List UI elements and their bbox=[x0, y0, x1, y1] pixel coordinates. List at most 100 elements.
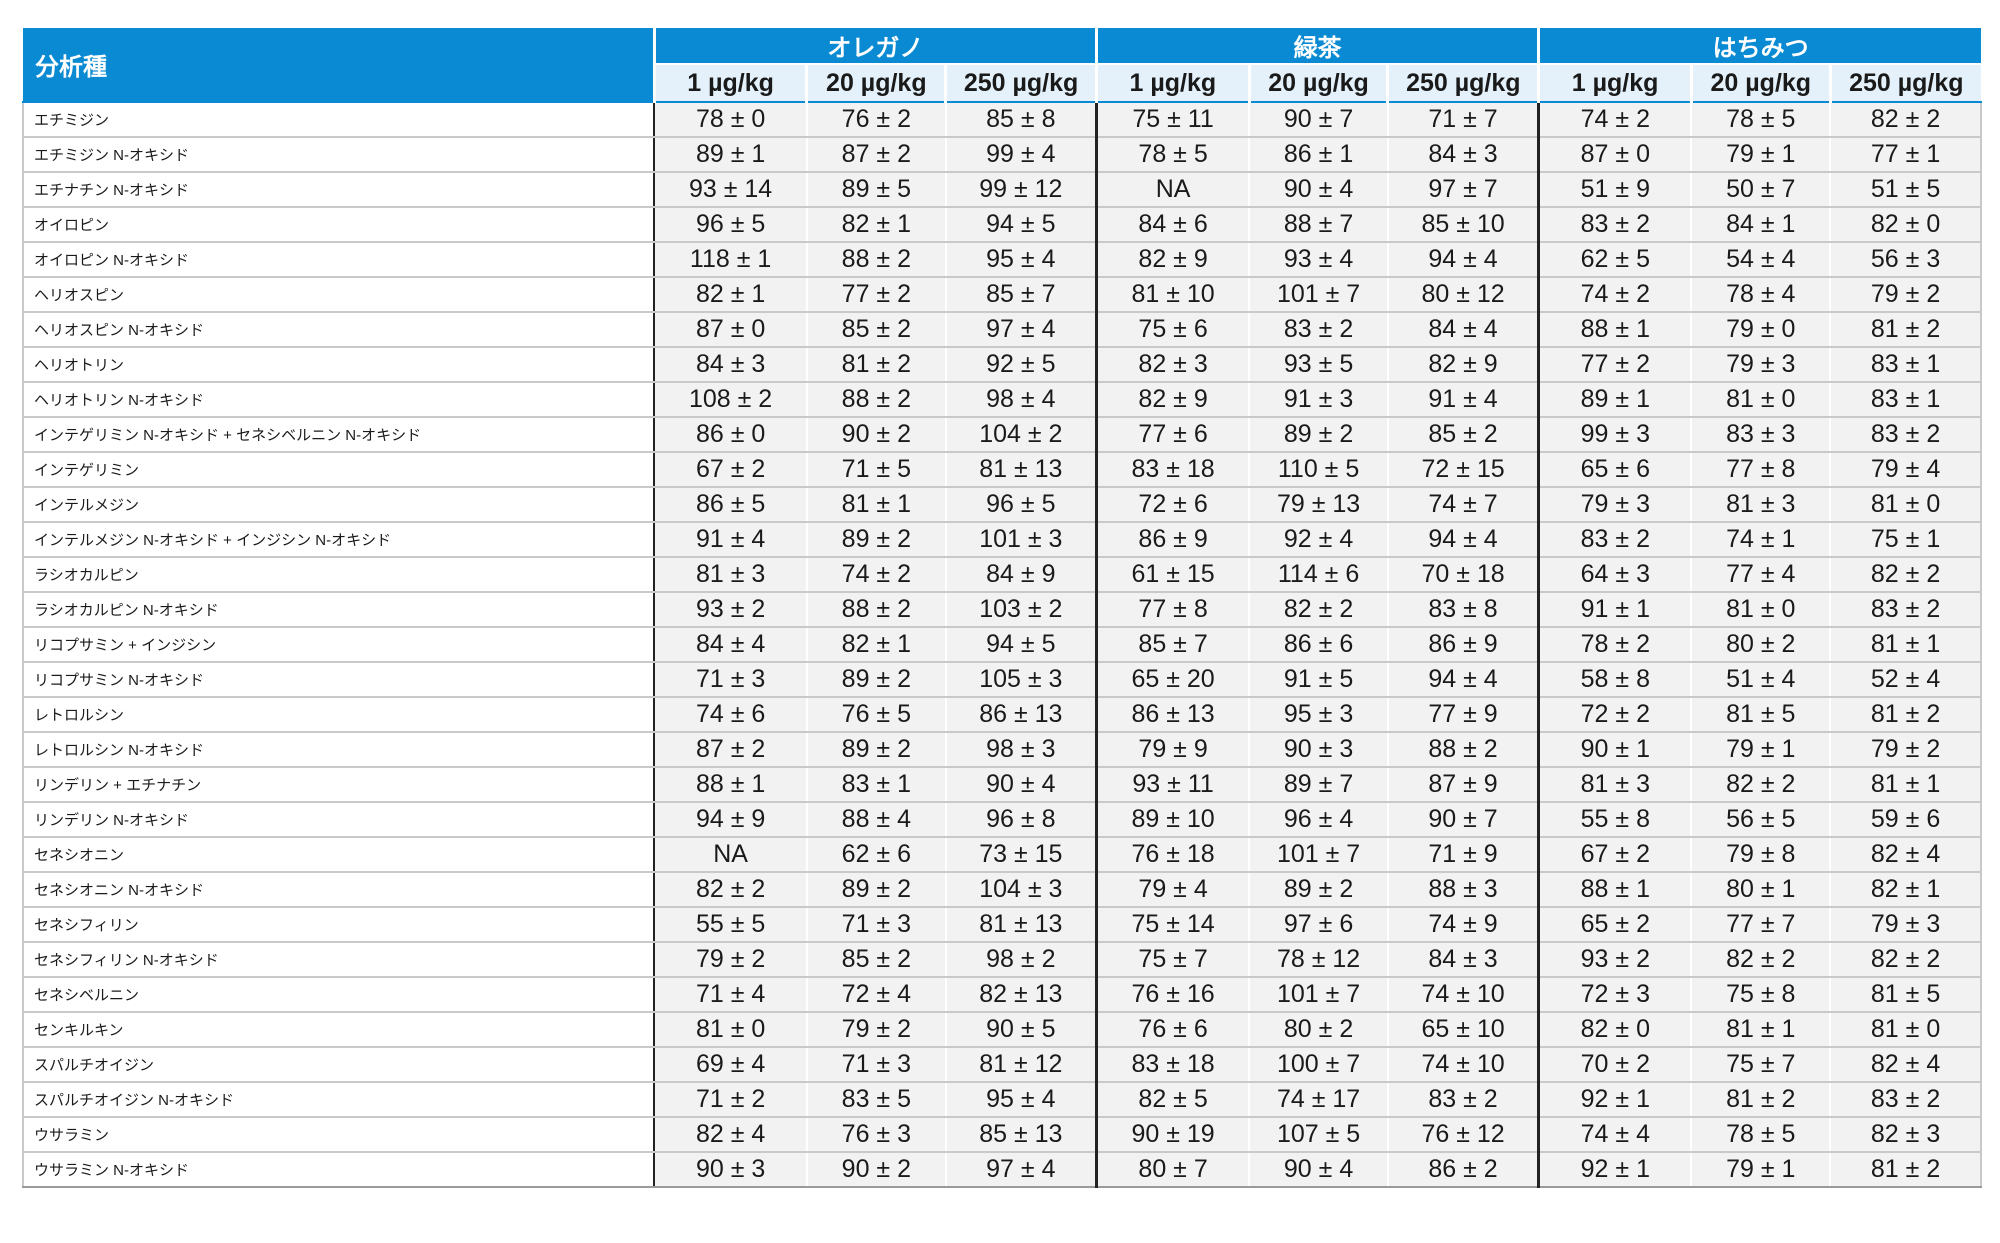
analyte-name: インテゲリミン bbox=[21, 452, 656, 488]
recovery-value: 107 ± 5 bbox=[1249, 1117, 1389, 1153]
recovery-value: 118 ± 1 bbox=[654, 242, 808, 278]
recovery-value: 86 ± 6 bbox=[1249, 627, 1389, 663]
recovery-value: 108 ± 2 bbox=[654, 382, 808, 418]
recovery-value: 81 ± 5 bbox=[1691, 697, 1832, 733]
recovery-value: 67 ± 2 bbox=[1538, 837, 1693, 873]
recovery-value: 75 ± 7 bbox=[1096, 942, 1251, 978]
recovery-value: 94 ± 5 bbox=[945, 627, 1098, 663]
analyte-name: ラシオカルピン bbox=[21, 557, 656, 593]
recovery-value: 77 ± 7 bbox=[1691, 907, 1832, 943]
table-row: センキルキン 81 ± 0 79 ± 2 90 ± 5 76 ± 6 80 ± 2 65 ±… bbox=[21, 1012, 1982, 1048]
recovery-value: 92 ± 5 bbox=[945, 347, 1098, 383]
recovery-value: 89 ± 2 bbox=[806, 732, 947, 768]
recovery-value: 83 ± 2 bbox=[1830, 417, 1982, 453]
recovery-value: 97 ± 4 bbox=[945, 1152, 1098, 1188]
recovery-value: 81 ± 1 bbox=[1830, 767, 1982, 803]
recovery-value: 103 ± 2 bbox=[945, 592, 1098, 628]
recovery-value: 83 ± 5 bbox=[806, 1082, 947, 1118]
table-row: リンデリン + エチナチン 88 ± 1 83 ± 1 90 ± 4 93 ± 11 89… bbox=[21, 767, 1982, 803]
recovery-value: 104 ± 2 bbox=[945, 417, 1098, 453]
recovery-value: 98 ± 4 bbox=[945, 382, 1098, 418]
analyte-name: リコプサミン + インジシン bbox=[21, 627, 656, 663]
recovery-value: 86 ± 9 bbox=[1096, 522, 1251, 558]
recovery-value: 86 ± 13 bbox=[1096, 697, 1251, 733]
recovery-value: 90 ± 5 bbox=[945, 1012, 1098, 1048]
concentration-header: 250 µg/kg bbox=[1828, 64, 1981, 103]
recovery-value: 75 ± 14 bbox=[1096, 907, 1251, 943]
recovery-value: 81 ± 1 bbox=[1830, 627, 1982, 663]
recovery-value: 82 ± 2 bbox=[1830, 102, 1982, 138]
recovery-value: 55 ± 8 bbox=[1538, 802, 1693, 838]
recovery-value: 85 ± 2 bbox=[806, 312, 947, 348]
recovery-value: 65 ± 10 bbox=[1387, 1012, 1541, 1048]
analyte-name: ヘリオスピン bbox=[21, 277, 656, 313]
table-row: インテゲリミン 67 ± 2 71 ± 5 81 ± 13 83 ± 18 110 ± 5… bbox=[21, 452, 1982, 488]
recovery-value: 89 ± 1 bbox=[654, 137, 808, 173]
recovery-value: 83 ± 2 bbox=[1538, 522, 1693, 558]
recovery-value: 85 ± 13 bbox=[945, 1117, 1098, 1153]
recovery-value: 99 ± 12 bbox=[945, 172, 1098, 208]
table-row: エチミジン 78 ± 0 76 ± 2 85 ± 8 75 ± 11 90 ± 7 71 ±… bbox=[21, 102, 1982, 138]
analyte-name: リンデリン + エチナチン bbox=[21, 767, 656, 803]
recovery-value: 65 ± 2 bbox=[1538, 907, 1693, 943]
recovery-value: 82 ± 1 bbox=[1830, 872, 1982, 908]
table-row: ヘリオトリン N-オキシド 108 ± 2 88 ± 2 98 ± 4 82 ± 9 91… bbox=[21, 382, 1982, 418]
recovery-value: 72 ± 6 bbox=[1096, 487, 1251, 523]
recovery-value: 84 ± 3 bbox=[1387, 137, 1541, 173]
recovery-value: 67 ± 2 bbox=[654, 452, 808, 488]
recovery-value: 81 ± 2 bbox=[1830, 1152, 1982, 1188]
recovery-value: 104 ± 3 bbox=[945, 872, 1098, 908]
analyte-name: ヘリオスピン N-オキシド bbox=[21, 312, 656, 348]
analyte-name: レトロルシン bbox=[21, 697, 656, 733]
recovery-value: 93 ± 5 bbox=[1249, 347, 1389, 383]
recovery-value: 89 ± 2 bbox=[806, 662, 947, 698]
analyte-column-header: 分析種 bbox=[23, 28, 655, 103]
recovery-value: 56 ± 3 bbox=[1830, 242, 1982, 278]
recovery-value: 83 ± 8 bbox=[1387, 592, 1541, 628]
recovery-value: 71 ± 2 bbox=[654, 1082, 808, 1118]
concentration-header: 1 µg/kg bbox=[1537, 64, 1692, 103]
recovery-value: 90 ± 4 bbox=[1249, 172, 1389, 208]
recovery-value: 76 ± 2 bbox=[806, 102, 947, 138]
recovery-value: 79 ± 2 bbox=[1830, 277, 1982, 313]
recovery-value: 71 ± 5 bbox=[806, 452, 947, 488]
recovery-value: 83 ± 1 bbox=[806, 767, 947, 803]
recovery-value: 76 ± 6 bbox=[1096, 1012, 1251, 1048]
recovery-value: 50 ± 7 bbox=[1691, 172, 1832, 208]
recovery-value: 101 ± 3 bbox=[945, 522, 1098, 558]
recovery-value: 76 ± 3 bbox=[806, 1117, 947, 1153]
recovery-value: 52 ± 4 bbox=[1830, 662, 1982, 698]
recovery-value: 65 ± 20 bbox=[1096, 662, 1251, 698]
recovery-value: 97 ± 4 bbox=[945, 312, 1098, 348]
recovery-value: 51 ± 5 bbox=[1830, 172, 1982, 208]
recovery-value: 75 ± 7 bbox=[1691, 1047, 1832, 1083]
recovery-value: 83 ± 2 bbox=[1249, 312, 1389, 348]
recovery-value: 82 ± 4 bbox=[1830, 1047, 1982, 1083]
recovery-value: 71 ± 9 bbox=[1387, 837, 1541, 873]
recovery-value: 87 ± 9 bbox=[1387, 767, 1541, 803]
analyte-name: ウサラミン bbox=[21, 1117, 656, 1153]
concentration-header: 20 µg/kg bbox=[1247, 64, 1388, 103]
recovery-value: 82 ± 0 bbox=[1538, 1012, 1693, 1048]
recovery-value: 84 ± 4 bbox=[1387, 312, 1541, 348]
recovery-value: 51 ± 9 bbox=[1538, 172, 1693, 208]
recovery-value: 72 ± 15 bbox=[1387, 452, 1541, 488]
recovery-value: 72 ± 4 bbox=[806, 977, 947, 1013]
recovery-value: 89 ± 2 bbox=[806, 872, 947, 908]
recovery-value: 76 ± 16 bbox=[1096, 977, 1251, 1013]
recovery-value: 82 ± 2 bbox=[1249, 592, 1389, 628]
recovery-value: 88 ± 1 bbox=[1538, 312, 1693, 348]
analyte-name: セネシフィリン N-オキシド bbox=[21, 942, 656, 978]
recovery-value: 84 ± 9 bbox=[945, 557, 1098, 593]
analyte-name: インテゲリミン N-オキシド + セネシベルニン N-オキシド bbox=[21, 417, 656, 453]
recovery-value: 82 ± 2 bbox=[1830, 557, 1982, 593]
recovery-value: 71 ± 3 bbox=[806, 1047, 947, 1083]
recovery-value: 83 ± 1 bbox=[1830, 347, 1982, 383]
recovery-value: 56 ± 5 bbox=[1691, 802, 1832, 838]
recovery-value: 81 ± 0 bbox=[654, 1012, 808, 1048]
table-row: ウサラミン 82 ± 4 76 ± 3 85 ± 13 90 ± 19 107 ± 5 76… bbox=[21, 1117, 1982, 1153]
recovery-value: 59 ± 6 bbox=[1830, 802, 1982, 838]
recovery-value: 83 ± 2 bbox=[1830, 592, 1982, 628]
recovery-value: 61 ± 15 bbox=[1096, 557, 1251, 593]
